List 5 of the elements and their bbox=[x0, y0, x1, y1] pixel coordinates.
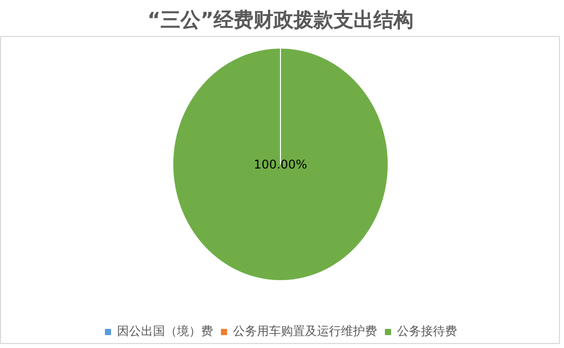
legend-label: 公务用车购置及运行维护费 bbox=[233, 323, 377, 340]
data-label: 100.00% bbox=[254, 157, 308, 172]
legend-label: 因公出国（境）费 bbox=[117, 323, 213, 340]
chart-title: “三公”经费财政拨款支出结构 bbox=[147, 8, 414, 32]
legend-label: 公务接待费 bbox=[397, 323, 457, 340]
